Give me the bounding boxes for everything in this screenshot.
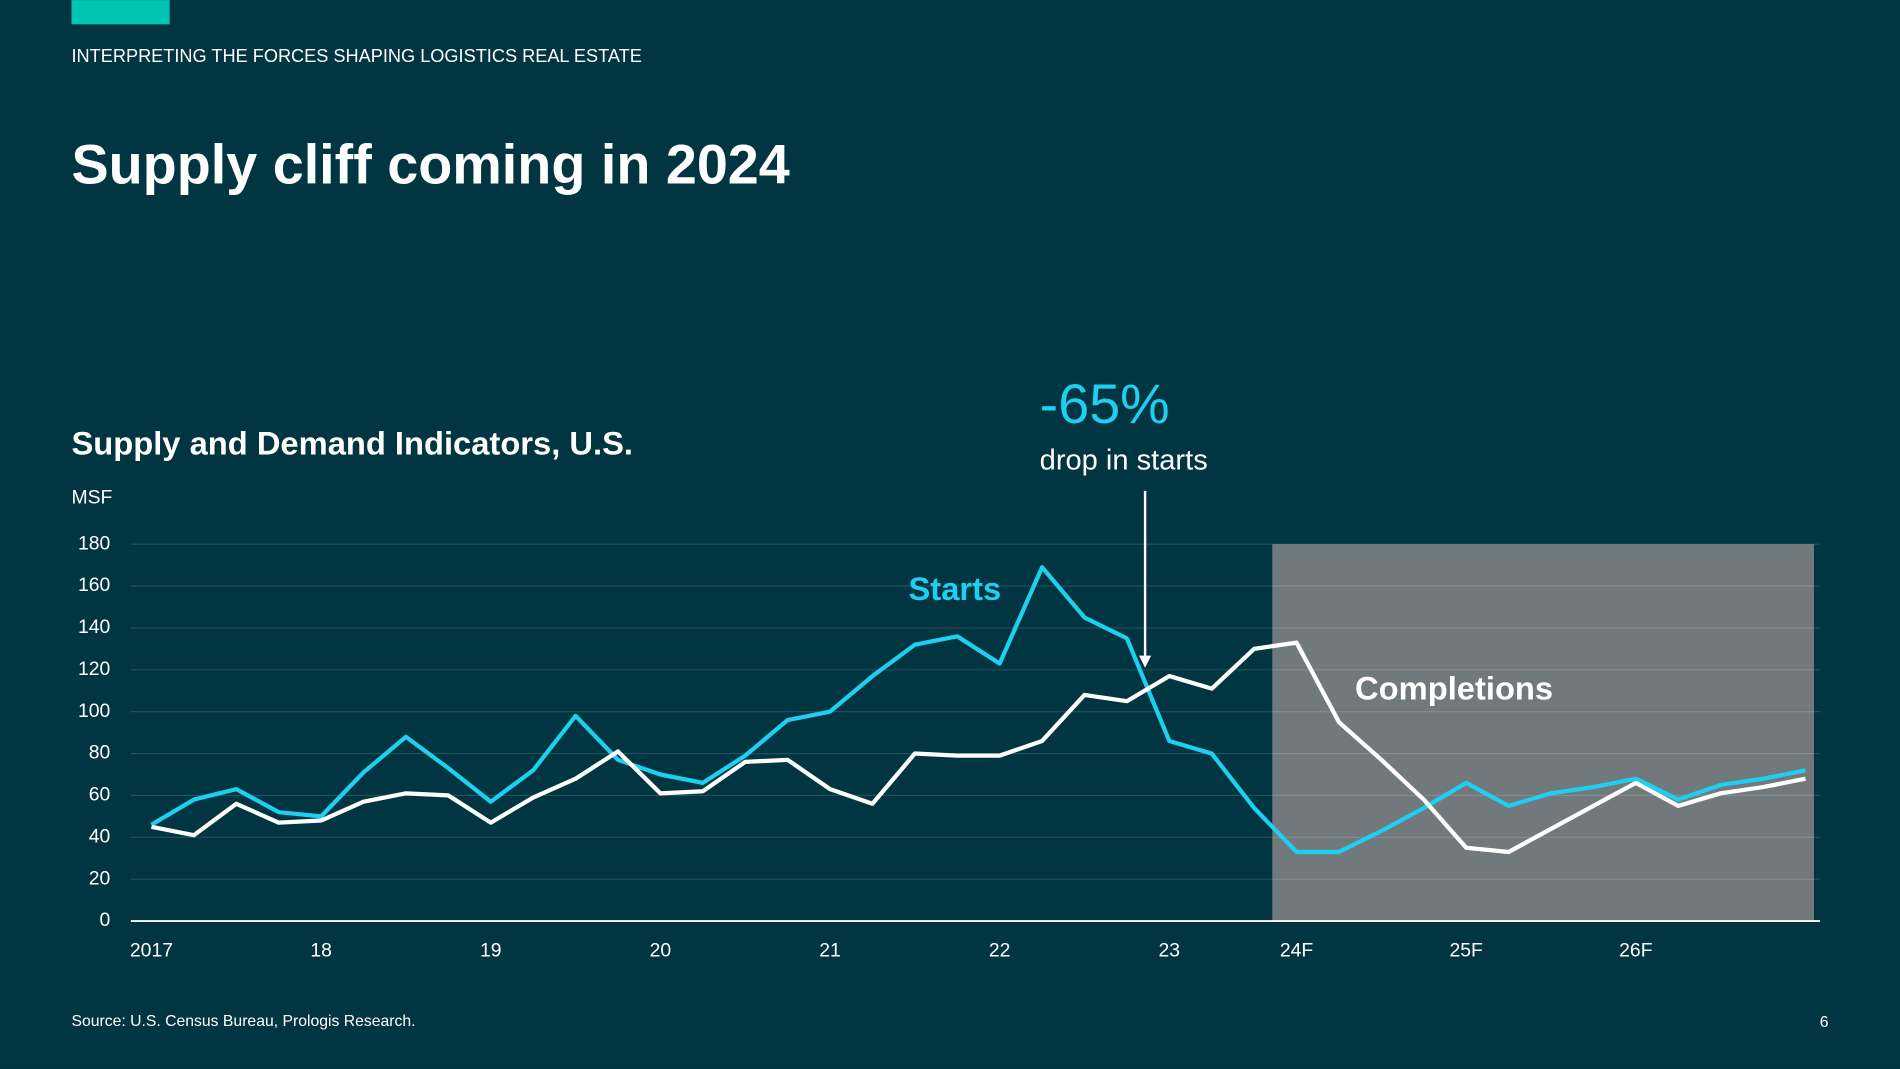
x-tick-label: 23	[1159, 939, 1181, 961]
y-tick-label: 100	[78, 700, 111, 722]
slide-title: Supply cliff coming in 2024	[71, 133, 789, 195]
x-tick-label: 24F	[1280, 939, 1314, 961]
kicker: INTERPRETING THE FORCES SHAPING LOGISTIC…	[71, 46, 641, 66]
x-tick-label: 21	[819, 939, 841, 961]
x-tick-label: 26F	[1619, 939, 1653, 961]
annotation-value: -65%	[1040, 373, 1170, 435]
y-tick-label: 160	[78, 574, 111, 596]
y-axis-label: MSF	[71, 486, 112, 508]
series-label: Completions	[1355, 669, 1553, 706]
forecast-shade	[1272, 544, 1814, 922]
series-label: Starts	[908, 570, 1001, 607]
y-tick-label: 40	[89, 825, 111, 847]
x-tick-label: 22	[989, 939, 1011, 961]
x-tick-label: 20	[650, 939, 672, 961]
y-tick-label: 80	[89, 742, 111, 764]
y-tick-label: 180	[78, 532, 111, 554]
y-tick-label: 0	[99, 909, 110, 931]
page-number: 6	[1820, 1014, 1829, 1031]
x-tick-label: 2017	[130, 939, 173, 961]
x-tick-label: 18	[310, 939, 332, 961]
y-tick-label: 120	[78, 658, 111, 680]
source: Source: U.S. Census Bureau, Prologis Res…	[71, 1013, 415, 1030]
y-tick-label: 140	[78, 616, 111, 638]
series-line	[150, 565, 1806, 855]
chart-title: Supply and Demand Indicators, U.S.	[71, 425, 633, 462]
series-line	[151, 640, 1806, 855]
annotation-text: drop in starts	[1040, 444, 1208, 476]
x-tick-label: 19	[480, 939, 502, 961]
plot: 0 20 40 60 80 100 120 140 160 180 2017 18 19 20 21 22 23…	[78, 532, 1821, 961]
x-tick-label: 25F	[1450, 939, 1484, 961]
accent-bar	[71, 0, 170, 25]
y-tick-label: 20	[89, 867, 111, 889]
y-tick-label: 60	[89, 784, 111, 806]
arrow-head	[1139, 655, 1152, 668]
